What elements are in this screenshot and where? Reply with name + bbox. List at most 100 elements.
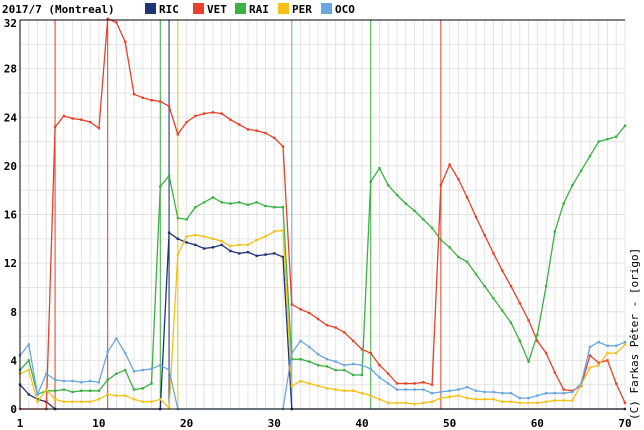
series-oco bbox=[18, 337, 627, 411]
data-point bbox=[378, 167, 381, 170]
data-point bbox=[308, 360, 311, 363]
data-point bbox=[527, 360, 530, 363]
data-point bbox=[439, 396, 443, 400]
data-point bbox=[325, 357, 329, 361]
data-point bbox=[176, 253, 180, 256]
data-point bbox=[308, 382, 311, 385]
data-point bbox=[255, 238, 258, 242]
data-point bbox=[623, 401, 627, 405]
data-point bbox=[97, 381, 101, 384]
data-point bbox=[378, 398, 381, 401]
data-point bbox=[404, 401, 407, 405]
data-point bbox=[281, 255, 285, 259]
data-point bbox=[501, 400, 504, 403]
data-point bbox=[27, 393, 30, 396]
y-tick-labels: 0 4 8 12 16 20 24 28 32 bbox=[4, 17, 18, 416]
y-tick-label: 28 bbox=[4, 63, 17, 76]
data-point bbox=[211, 196, 215, 199]
data-point bbox=[606, 344, 609, 347]
data-point bbox=[255, 201, 258, 204]
data-point bbox=[238, 123, 241, 126]
data-point bbox=[430, 226, 434, 230]
legend-swatch bbox=[321, 3, 332, 14]
data-point bbox=[71, 400, 74, 403]
data-point bbox=[185, 235, 188, 238]
data-point bbox=[588, 154, 592, 158]
data-point bbox=[185, 120, 188, 124]
legend: RIC VET RAI PER OCO bbox=[145, 3, 355, 16]
data-point bbox=[167, 406, 171, 409]
data-point bbox=[53, 125, 57, 129]
data-point bbox=[606, 359, 609, 362]
data-point bbox=[62, 379, 66, 383]
data-point bbox=[281, 229, 285, 232]
data-point bbox=[413, 382, 416, 385]
data-point bbox=[553, 371, 557, 374]
data-point bbox=[27, 368, 30, 372]
data-point bbox=[80, 118, 83, 121]
data-point bbox=[281, 206, 285, 209]
data-point bbox=[606, 137, 609, 141]
data-point bbox=[465, 385, 469, 389]
data-point bbox=[45, 388, 48, 391]
data-point bbox=[448, 389, 451, 392]
data-point bbox=[115, 394, 118, 397]
data-point bbox=[422, 218, 425, 221]
data-point bbox=[422, 401, 425, 405]
data-point bbox=[264, 235, 267, 238]
data-point bbox=[360, 364, 364, 367]
data-point bbox=[501, 269, 504, 272]
data-point bbox=[422, 381, 425, 384]
data-point bbox=[413, 388, 416, 391]
data-point bbox=[185, 241, 188, 244]
data-point bbox=[369, 394, 372, 397]
data-point bbox=[457, 255, 460, 259]
data-point bbox=[115, 372, 118, 375]
data-point bbox=[509, 321, 513, 324]
data-point bbox=[220, 201, 223, 204]
series-vet bbox=[18, 17, 627, 411]
data-point bbox=[518, 396, 521, 400]
data-point bbox=[457, 388, 460, 391]
data-point bbox=[185, 218, 188, 221]
series-lines bbox=[18, 17, 627, 411]
data-point bbox=[141, 387, 144, 390]
data-point bbox=[369, 180, 372, 183]
data-point bbox=[150, 382, 153, 385]
data-point bbox=[562, 202, 565, 205]
data-point bbox=[167, 231, 171, 234]
series-line-vet bbox=[20, 17, 626, 410]
data-point bbox=[211, 246, 215, 249]
data-point bbox=[571, 399, 574, 402]
data-point bbox=[325, 365, 329, 368]
series-ric bbox=[18, 231, 627, 411]
data-point bbox=[457, 394, 460, 397]
data-point bbox=[623, 343, 627, 346]
data-point bbox=[544, 400, 548, 403]
data-point bbox=[343, 364, 346, 367]
data-point bbox=[474, 389, 478, 392]
data-point bbox=[88, 389, 92, 392]
y-tick-label: 4 bbox=[10, 354, 17, 367]
data-point bbox=[71, 117, 74, 120]
y-tick-label: 16 bbox=[4, 209, 18, 222]
data-point bbox=[465, 396, 469, 400]
data-point bbox=[597, 361, 600, 365]
data-point bbox=[202, 112, 206, 115]
data-point bbox=[290, 351, 294, 355]
data-point bbox=[132, 92, 136, 96]
data-point bbox=[36, 398, 39, 401]
data-point bbox=[229, 118, 232, 121]
data-point bbox=[387, 401, 390, 405]
data-point bbox=[483, 233, 486, 237]
data-point bbox=[615, 351, 618, 355]
data-point bbox=[97, 398, 101, 401]
x-tick-label: 10 bbox=[92, 417, 105, 430]
data-point bbox=[194, 233, 197, 237]
data-point bbox=[536, 401, 539, 405]
data-point bbox=[351, 339, 355, 343]
data-point bbox=[45, 372, 48, 375]
series-line-per bbox=[19, 229, 626, 410]
data-point bbox=[299, 308, 302, 311]
